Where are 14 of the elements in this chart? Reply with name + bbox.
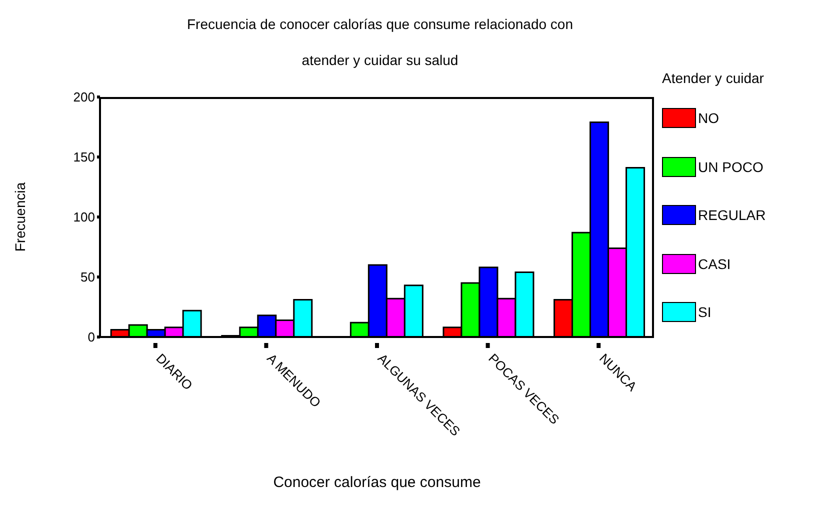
chart-title: Frecuencia de conocer calorías que consume relacionado con atender y cuidar su salud [186,16,573,68]
legend-label: CASI [698,256,731,272]
y-tick-label: 100 [73,210,95,225]
y-axis-title: Frecuencia [12,182,28,252]
legend-label: UN POCO [698,158,764,174]
legend-label: SI [698,304,712,320]
y-tick-label: 150 [73,150,95,165]
y-tick-label: 0 [88,330,95,345]
y-tick-label: 50 [80,270,95,285]
legend-label: REGULAR [698,207,766,223]
legend-title: Atender y cuidar [662,70,765,86]
y-tick-label: 200 [73,90,95,105]
legend-label: NO [698,110,719,126]
x-axis-title: Conocer calorías que consume [272,474,482,491]
